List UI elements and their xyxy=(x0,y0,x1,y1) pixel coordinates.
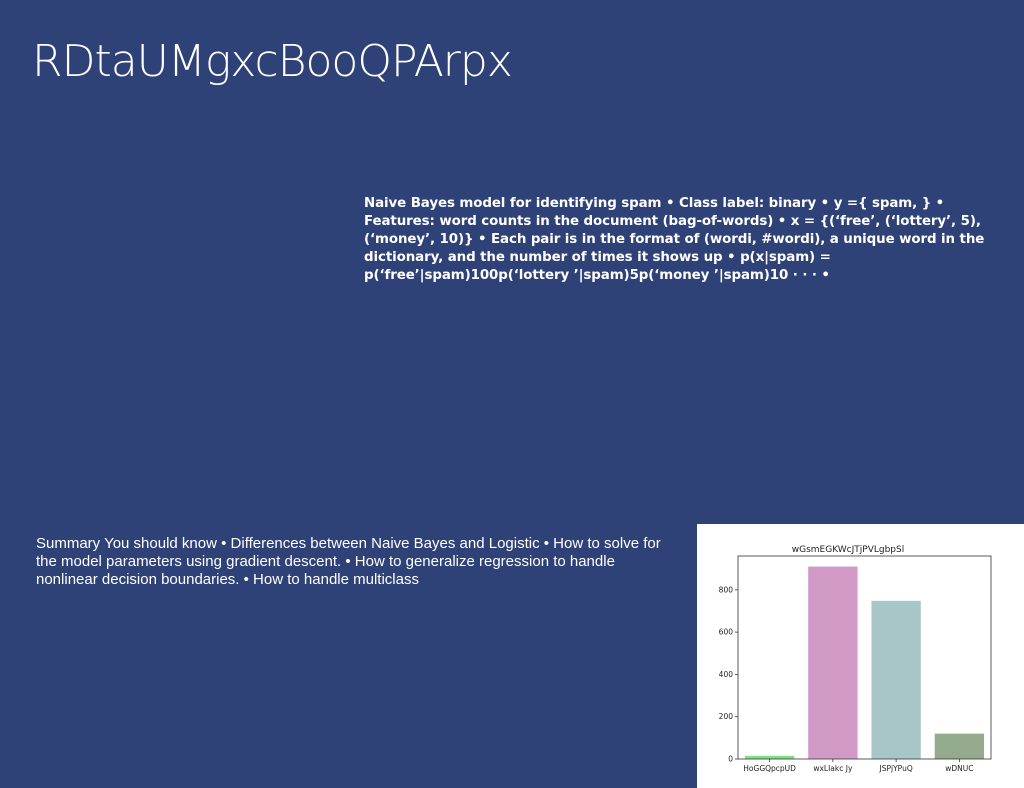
x-tick-label: JSPjYPuQ xyxy=(879,764,913,773)
x-axis: HoGGQpcpUD wxLIakc Jy JSPjYPuQ wDNUC xyxy=(743,759,974,773)
bar-chart: wGsmEGKWcJTjPVLgbpSl 0 200 400 600 800 HoGGQ… xyxy=(719,545,992,773)
x-tick-label: wxLIakc Jy xyxy=(813,764,853,773)
y-tick-label: 200 xyxy=(719,712,734,721)
y-tick-label: 0 xyxy=(728,755,733,764)
naive-bayes-text: Naive Bayes model for identifying spam •… xyxy=(364,196,985,283)
y-tick-label: 400 xyxy=(719,670,734,679)
bar-4 xyxy=(934,733,985,759)
slide-title: RDtaUMgxcBooQPArpx xyxy=(32,36,513,87)
summary-text: Summary You should know • Differences be… xyxy=(36,535,661,588)
y-tick-label: 600 xyxy=(719,628,734,637)
plot-frame xyxy=(737,555,992,760)
bar-2 xyxy=(808,566,858,759)
bar-3 xyxy=(871,600,921,759)
bar-chart-panel: wGsmEGKWcJTjPVLgbpSl 0 200 400 600 800 HoGGQ… xyxy=(697,524,1024,788)
bars-layer xyxy=(744,566,985,759)
y-axis: 0 200 400 600 800 xyxy=(719,585,738,764)
x-tick-label: HoGGQpcpUD xyxy=(743,764,796,773)
x-tick-label: wDNUC xyxy=(945,764,973,773)
bar-1 xyxy=(744,755,795,759)
chart-title: wGsmEGKWcJTjPVLgbpSl xyxy=(792,545,904,555)
y-tick-label: 800 xyxy=(719,585,734,594)
